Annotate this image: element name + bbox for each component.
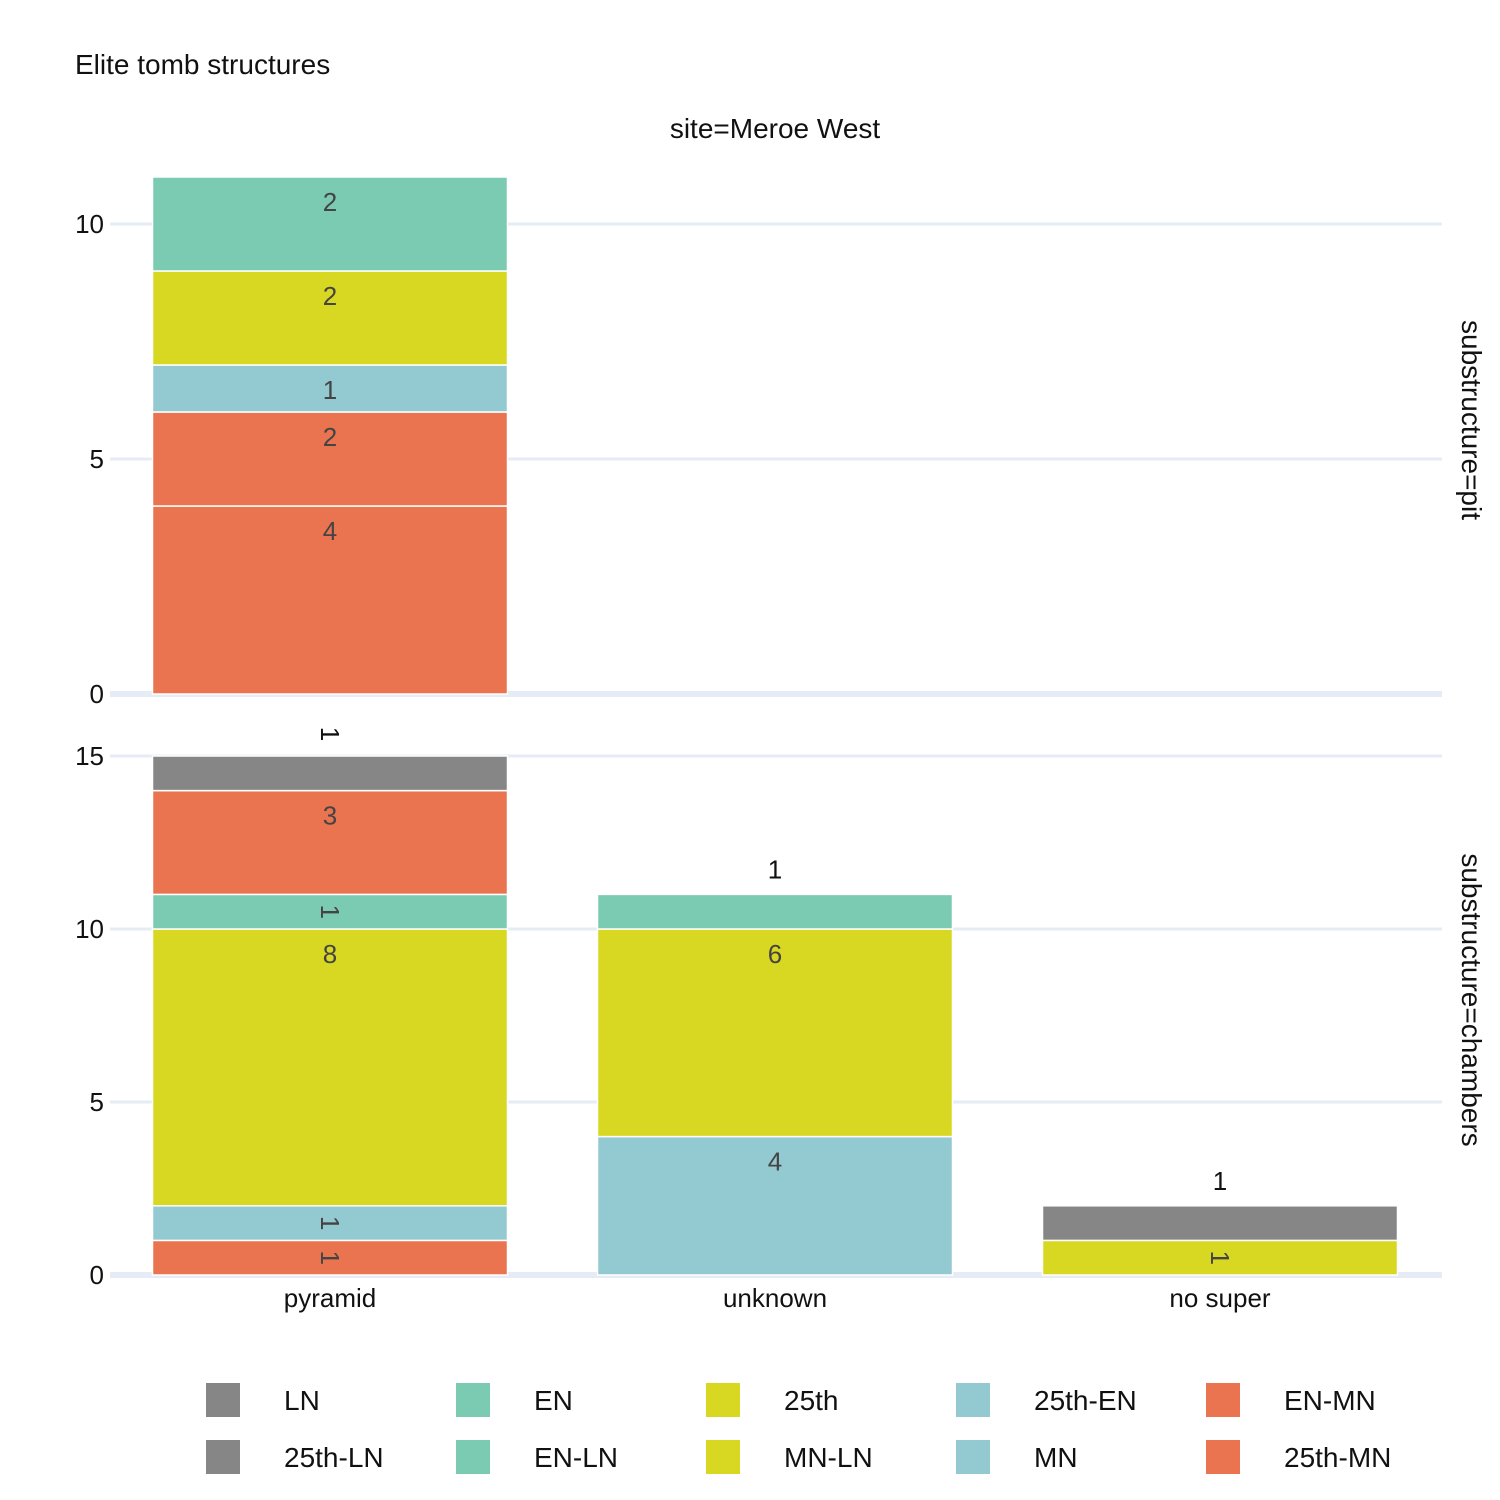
- bar-segment: [151, 789, 509, 896]
- legend-label: 25th-LN: [284, 1442, 384, 1473]
- bar-segment: [151, 893, 509, 930]
- x-tick-label: no super: [1169, 1283, 1271, 1313]
- legend-swatch: [706, 1383, 740, 1417]
- legend-swatch: [956, 1440, 990, 1474]
- bar-segment: [1041, 1205, 1399, 1242]
- legend-label: EN-LN: [534, 1442, 618, 1473]
- y-tick-label: 0: [90, 679, 104, 709]
- legend-item[interactable]: 25th-EN: [956, 1383, 1137, 1417]
- legend-item[interactable]: EN-LN: [456, 1440, 618, 1474]
- legend-item[interactable]: 25th-MN: [1206, 1440, 1391, 1474]
- bar-value-label: 1: [323, 375, 337, 405]
- x-tick-label: unknown: [723, 1283, 827, 1313]
- legend-swatch: [706, 1440, 740, 1474]
- bar-segment: [151, 755, 509, 792]
- y-tick-label: 5: [90, 444, 104, 474]
- legend-label: LN: [284, 1385, 320, 1416]
- legend-swatch: [206, 1440, 240, 1474]
- bar-segment: [151, 928, 509, 1207]
- bar-value-label: 1: [315, 727, 345, 741]
- bar-segment: [151, 1205, 509, 1242]
- bar-segment: [1041, 1239, 1399, 1276]
- bar-value-label: 2: [323, 422, 337, 452]
- legend-swatch: [956, 1383, 990, 1417]
- legend-label: MN: [1034, 1442, 1078, 1473]
- plot-area: 0 5 10 4 2 1 2 2 substructure=pit 0 5 10 15 1 1 8 1 3 1 4 6 1…: [75, 176, 1487, 1313]
- legend-item[interactable]: MN-LN: [706, 1440, 873, 1474]
- bar-value-label: 2: [323, 281, 337, 311]
- bar-value-label: 4: [323, 516, 337, 546]
- bar-value-label: 6: [768, 939, 782, 969]
- bar-value-label: 8: [323, 939, 337, 969]
- bar-segment: [596, 893, 954, 930]
- bar-segment: [151, 270, 509, 366]
- bar-segment: [151, 1239, 509, 1276]
- y-tick-label: 10: [75, 914, 104, 944]
- legend-swatch: [1206, 1440, 1240, 1474]
- legend-label: 25th: [784, 1385, 839, 1416]
- legend-item[interactable]: EN: [456, 1383, 573, 1417]
- legend: LN EN 25th 25th-EN EN-MN 25th-LN EN-LN MN-LN MN 2…: [206, 1383, 1391, 1474]
- chart-title: Elite tomb structures: [75, 49, 330, 80]
- bar-segment: [151, 364, 509, 413]
- row-facet-label: substructure=pit: [1456, 320, 1487, 520]
- legend-label: 25th-MN: [1284, 1442, 1391, 1473]
- y-tick-label: 15: [75, 741, 104, 771]
- legend-item[interactable]: 25th-LN: [206, 1440, 384, 1474]
- legend-item[interactable]: LN: [206, 1383, 320, 1417]
- bar-segment: [151, 505, 509, 695]
- bar-value-label: 3: [323, 801, 337, 831]
- legend-swatch: [1206, 1383, 1240, 1417]
- legend-item[interactable]: EN-MN: [1206, 1383, 1376, 1417]
- row-facet-label: substructure=chambers: [1456, 853, 1487, 1146]
- legend-swatch: [456, 1383, 490, 1417]
- y-tick-label: 10: [75, 209, 104, 239]
- x-tick-label: pyramid: [284, 1283, 376, 1313]
- bar-value-label: 1: [315, 904, 345, 918]
- y-tick-label: 5: [90, 1087, 104, 1117]
- legend-label: MN-LN: [784, 1442, 873, 1473]
- legend-item[interactable]: 25th: [706, 1383, 839, 1417]
- bar-value-label: 1: [1213, 1166, 1227, 1196]
- panel-1: 0 5 10 15 1 1 8 1 3 1 4 6 1 1 1 substructure=chambers: [75, 727, 1487, 1290]
- legend-item[interactable]: MN: [956, 1440, 1078, 1474]
- bar-segment: [596, 1135, 954, 1276]
- bar-value-label: 4: [768, 1147, 782, 1177]
- bar-value-label: 1: [315, 1250, 345, 1264]
- bar-segment: [151, 176, 509, 272]
- bar-value-label: 1: [768, 854, 782, 884]
- bar-segment: [596, 928, 954, 1138]
- panel-0: 0 5 10 4 2 1 2 2 substructure=pit: [75, 176, 1487, 709]
- legend-swatch: [206, 1383, 240, 1417]
- legend-label: 25th-EN: [1034, 1385, 1137, 1416]
- bar-value-label: 1: [1205, 1250, 1235, 1264]
- bar-value-label: 1: [315, 1216, 345, 1230]
- y-tick-label: 0: [90, 1260, 104, 1290]
- bar-value-label: 2: [323, 187, 337, 217]
- column-facet-label: site=Meroe West: [670, 113, 881, 144]
- legend-label: EN: [534, 1385, 573, 1416]
- legend-label: EN-MN: [1284, 1385, 1376, 1416]
- legend-swatch: [456, 1440, 490, 1474]
